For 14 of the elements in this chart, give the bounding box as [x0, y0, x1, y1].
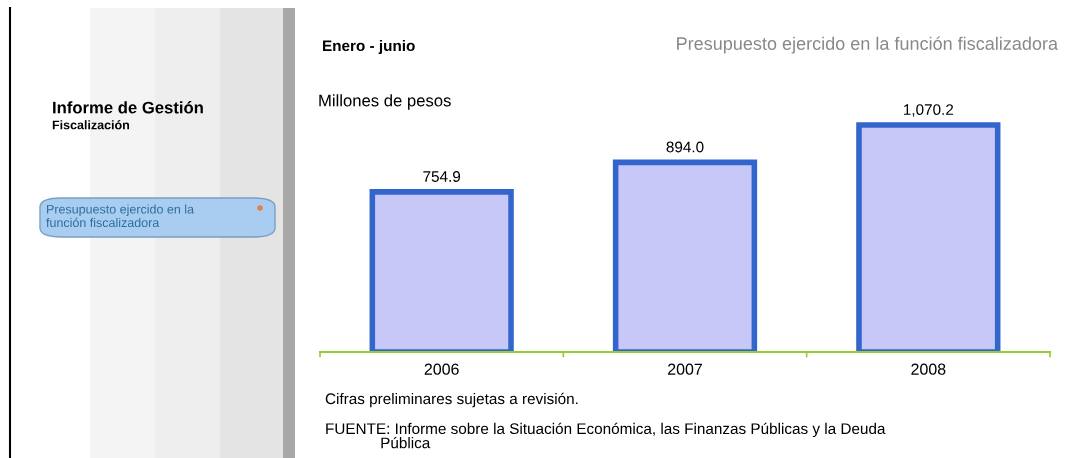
- chart-title: Presupuesto ejercido en la función fiscalizadora: [677, 36, 1059, 54]
- data-label: 894.0: [666, 141, 704, 153]
- text: Fiscalización: [52, 120, 130, 130]
- y-axis-title: Millones de pesos: [319, 94, 451, 110]
- text: Cifras preliminares sujetas a revisión.: [325, 392, 578, 408]
- chart-subtitle: Enero - junio: [323, 39, 415, 55]
- x-tick-label: 2008: [911, 363, 946, 375]
- x-tick-label: 2006: [424, 363, 459, 375]
- data-label: 754.9: [423, 171, 461, 182]
- x-tick-label: 2007: [668, 363, 702, 375]
- text: Presupuesto ejercido en la función fiscalizadora: [46, 204, 195, 228]
- data-label: 1,070.2: [904, 104, 954, 117]
- source-note: FUENTE: Informe sobre la Situación Económica, las Finanzas Públicas y la Deuda Pública: [326, 422, 886, 449]
- text: Informe de Gestión: [53, 101, 203, 114]
